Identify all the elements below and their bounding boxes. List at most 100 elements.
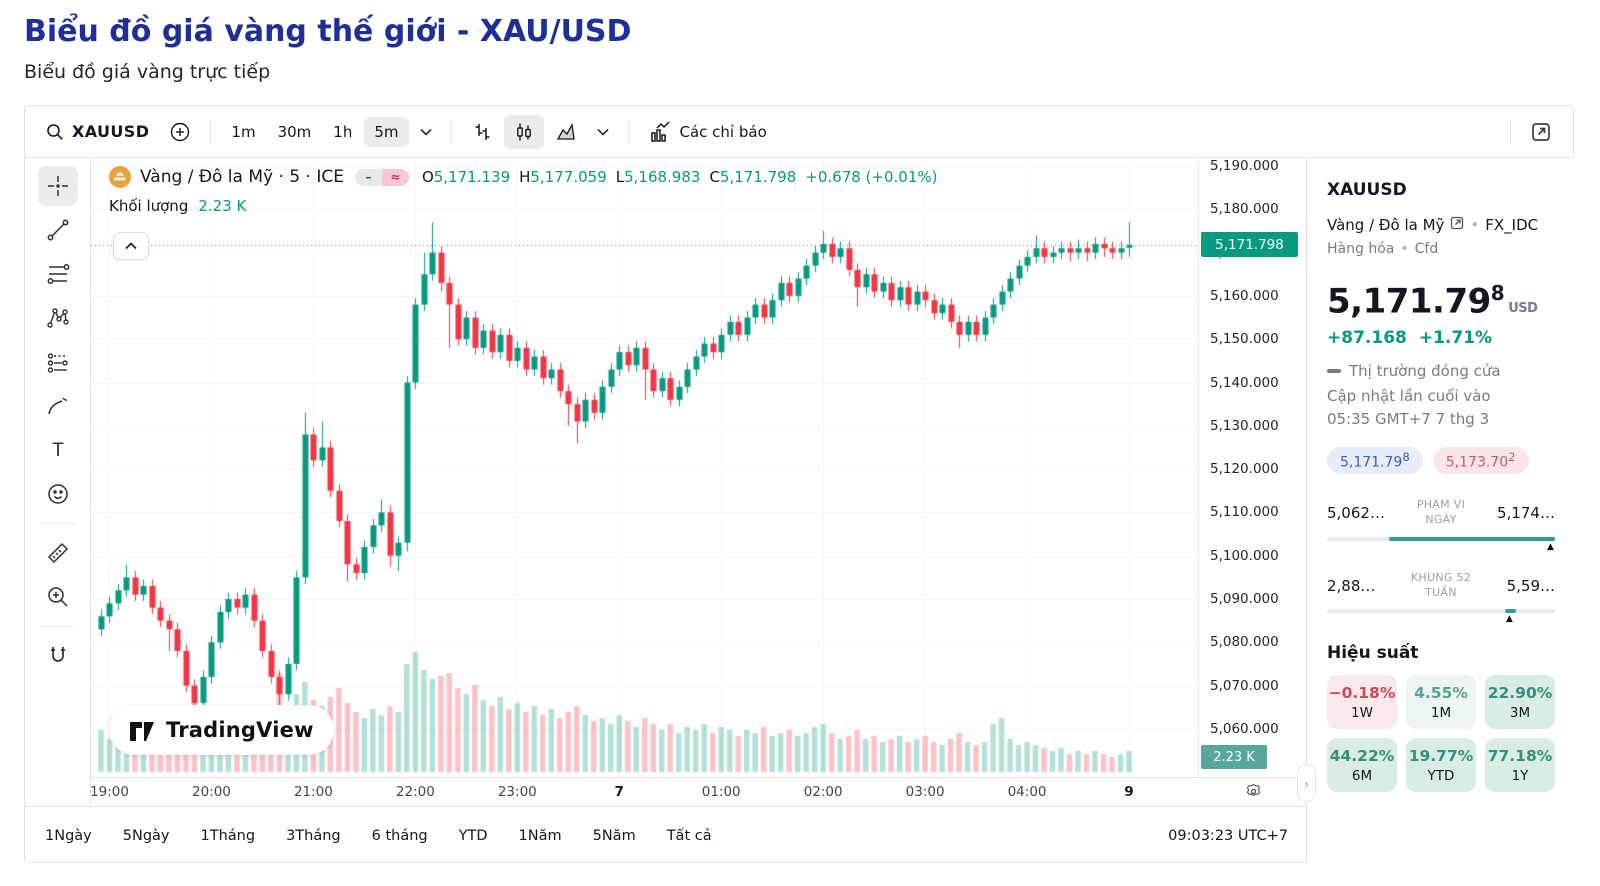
- bid-pill: 5,171.798: [1327, 447, 1423, 474]
- interval-5m-active[interactable]: 5m: [364, 116, 409, 147]
- xabcd-pattern-icon: [46, 308, 69, 328]
- time-tick-label: 22:00: [395, 784, 435, 800]
- legend-approx-flag[interactable]: ≈: [381, 168, 409, 186]
- day-range-low: 5,062…: [1327, 503, 1385, 522]
- ruler-icon: [47, 542, 68, 564]
- legend-hide-flag[interactable]: –: [354, 168, 382, 186]
- chevron-down-icon: [596, 128, 609, 136]
- panel-change-row: +87.168 +1.71%: [1327, 328, 1555, 348]
- price-sup-digit: 8: [1490, 281, 1505, 305]
- text-tool-button[interactable]: T: [38, 430, 78, 470]
- price-tick-label: 5,120.000: [1210, 461, 1279, 478]
- external-link-icon[interactable]: [1450, 216, 1464, 234]
- range-5d-button[interactable]: 5Ngày: [121, 824, 172, 848]
- day-range-high: 5,174…: [1497, 503, 1555, 522]
- forecast-icon: [47, 353, 68, 373]
- price-tick-label: 5,070.000: [1210, 677, 1279, 694]
- trend-line-tool-button[interactable]: [38, 210, 78, 250]
- time-axis-settings-button[interactable]: [1245, 783, 1262, 803]
- week52-range-bar: [1327, 609, 1555, 614]
- separator-dot: •: [1400, 241, 1409, 257]
- candles-style-button[interactable]: [503, 114, 544, 149]
- price-tick-label: 5,180.000: [1210, 201, 1279, 218]
- legend-symbol-title[interactable]: Vàng / Đô la Mỹ · 5 · ICE: [140, 167, 344, 187]
- magnet-tool-button[interactable]: [38, 636, 78, 676]
- fib-retracement-tool-button[interactable]: [38, 254, 78, 294]
- perf-tile-1w: −0.18% 1W: [1327, 675, 1397, 730]
- session-clock[interactable]: 09:03:23 UTC+7: [1168, 827, 1288, 844]
- range-1m-button[interactable]: 1Tháng: [199, 824, 258, 848]
- style-menu-button[interactable]: [588, 122, 618, 142]
- indicators-button[interactable]: Các chỉ báo: [639, 114, 776, 150]
- high-value: 5,177.059: [530, 168, 607, 186]
- tool-separator: [38, 626, 77, 627]
- xabcd-pattern-tool-button[interactable]: [38, 298, 78, 338]
- compare-button[interactable]: [160, 115, 200, 149]
- day-range-marker: ▲: [1546, 541, 1554, 552]
- emoji-tool-button[interactable]: [38, 474, 78, 514]
- zoom-in-tool-button[interactable]: [38, 577, 78, 617]
- chevron-up-icon: [125, 242, 137, 250]
- perf-tile-1m: 4.55% 1M: [1406, 675, 1476, 730]
- open-value: 5,171.139: [433, 168, 511, 186]
- tradingview-watermark-link[interactable]: TradingView: [109, 705, 334, 755]
- range-all-button[interactable]: Tất cả: [665, 824, 714, 848]
- close-value: 5,171.798: [719, 168, 797, 186]
- bars-style-button[interactable]: [462, 115, 502, 149]
- chevron-right-icon: ›: [1304, 775, 1309, 791]
- fullscreen-external-link-button[interactable]: [1521, 115, 1561, 149]
- legend-collapse-button[interactable]: [113, 232, 149, 260]
- time-axis[interactable]: 19:00 20:00 21:00 22:00 23:00 7 01:00 02:00 03:0…: [90, 777, 1306, 806]
- price-tick-label: 5,130.000: [1210, 417, 1279, 434]
- price-tick-label: 5,080.000: [1210, 634, 1279, 651]
- price-tick-label: 5,140.000: [1210, 374, 1279, 391]
- symbol-search-button[interactable]: XAUUSD: [37, 116, 158, 147]
- chevron-down-icon: [419, 128, 432, 136]
- volume-label: Khối lượng: [109, 197, 189, 215]
- panel-collapse-handle[interactable]: ›: [1297, 764, 1316, 802]
- price-tick-label: 5,190.000: [1210, 158, 1279, 174]
- perf-tile-3m: 22.90% 3M: [1485, 675, 1555, 730]
- perf-tile-1y: 77.18% 1Y: [1485, 738, 1555, 793]
- range-6m-button[interactable]: 6 tháng: [370, 824, 430, 848]
- time-tick-label: 04:00: [1007, 784, 1047, 800]
- emoji-icon: [47, 484, 68, 504]
- interval-30m[interactable]: 30m: [268, 117, 322, 147]
- candlestick-chart-canvas[interactable]: [91, 158, 1306, 777]
- volume-value: 2.23 K: [198, 197, 247, 215]
- ruler-tool-button[interactable]: [38, 533, 78, 573]
- week52-low: 2,88…: [1327, 576, 1376, 595]
- panel-symbol: XAUUSD: [1327, 180, 1407, 200]
- gold-coin-icon: [109, 166, 131, 188]
- range-1d-button[interactable]: 1Ngày: [43, 824, 94, 848]
- panel-symbol-name[interactable]: Vàng / Đô la Mỹ: [1327, 216, 1445, 234]
- price-tick-label: 5,090.000: [1210, 591, 1279, 607]
- forecast-tool-button[interactable]: [38, 342, 78, 382]
- area-style-button[interactable]: [546, 115, 586, 149]
- indicators-label: Các chỉ báo: [679, 122, 767, 141]
- performance-title: Hiệu suất: [1327, 643, 1419, 664]
- price-tick-label: 5,160.000: [1210, 287, 1279, 304]
- legend-ohlc: O5,171.139 H5,177.059 L5,168.983 C5,171.…: [422, 168, 938, 186]
- range-ytd-button[interactable]: YTD: [457, 824, 490, 848]
- close-label: C: [709, 168, 720, 186]
- day-range-block: 5,062… PHẠM VI NGÀY 5,174… ▲: [1327, 498, 1555, 554]
- symbol-details-panel: › XAUUSD Vàng / Đô la Mỹ • FX_IDC Hàng h…: [1297, 158, 1575, 864]
- range-1y-button[interactable]: 1Năm: [517, 824, 564, 848]
- tradingview-logo-icon: [130, 722, 154, 741]
- range-3m-button[interactable]: 3Tháng: [284, 824, 343, 848]
- trend-line-icon: [47, 219, 68, 241]
- time-tick-label: 21:00: [293, 784, 333, 800]
- time-tick-label: 23:00: [497, 784, 537, 800]
- interval-menu-button[interactable]: [411, 122, 441, 142]
- interval-1h[interactable]: 1h: [323, 117, 362, 147]
- brush-tool-button[interactable]: [38, 386, 78, 426]
- day-range-label: PHẠM VI NGÀY: [1416, 497, 1466, 526]
- price-axis[interactable]: 5,171.798 2.23 K 5,190.0005,180.0005,170…: [1198, 158, 1306, 777]
- market-status-text: Thị trường đóng cửa: [1349, 362, 1501, 381]
- crosshair-tool-button[interactable]: [37, 166, 78, 206]
- interval-1m[interactable]: 1m: [221, 117, 265, 147]
- range-5y-button[interactable]: 5Năm: [591, 824, 638, 848]
- time-tick-label: 9: [1124, 784, 1134, 800]
- toolbar-separator: [1510, 119, 1511, 144]
